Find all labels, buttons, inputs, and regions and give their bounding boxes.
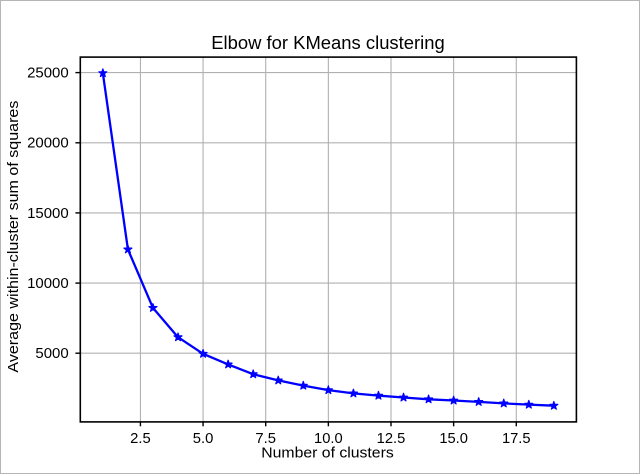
svg-text:2.5: 2.5 [130, 431, 151, 447]
svg-text:12.5: 12.5 [377, 431, 406, 447]
svg-text:5.0: 5.0 [193, 431, 214, 447]
svg-text:15.0: 15.0 [439, 431, 468, 447]
svg-text:17.5: 17.5 [502, 431, 531, 447]
svg-text:15000: 15000 [27, 206, 69, 222]
svg-text:20000: 20000 [27, 136, 69, 152]
svg-text:10000: 10000 [27, 276, 69, 292]
svg-text:25000: 25000 [27, 66, 69, 82]
svg-text:Average within-cluster sum of: Average within-cluster sum of squares [6, 101, 22, 373]
svg-text:7.5: 7.5 [255, 431, 276, 447]
svg-text:Elbow for KMeans clustering: Elbow for KMeans clustering [211, 32, 445, 53]
svg-text:Number of clusters: Number of clusters [261, 446, 394, 462]
svg-text:10.0: 10.0 [314, 431, 343, 447]
svg-text:5000: 5000 [35, 346, 68, 362]
